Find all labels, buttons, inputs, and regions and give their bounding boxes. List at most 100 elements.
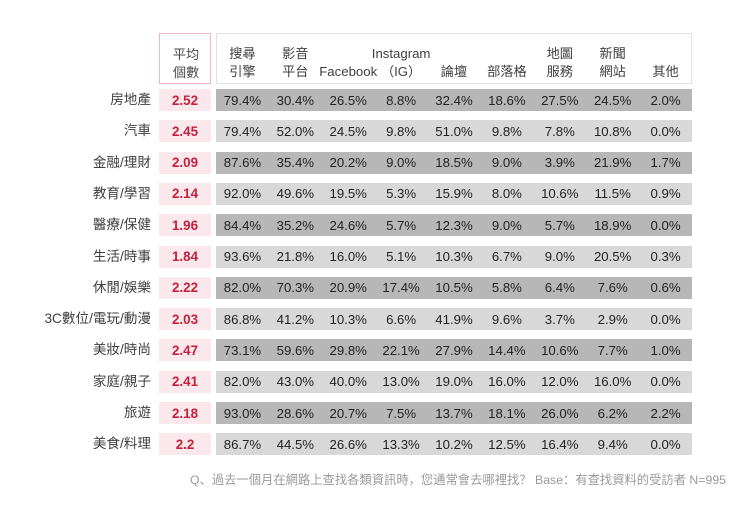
data-cell: 17.4% xyxy=(382,280,420,296)
column-header-7-line2: 服務 xyxy=(546,64,573,79)
data-cell: 5.3% xyxy=(386,186,417,202)
column-header-4-line2: （IG） xyxy=(380,64,422,79)
average-cell: 2.2 xyxy=(159,433,211,456)
table-row: 93.0% 28.6% 20.7% 7.5% 13.7% 18.1% 26.0% 6.2% 2.… xyxy=(216,402,692,424)
data-cell: 24.5% xyxy=(593,92,632,108)
row-label: 美妝/時尚 xyxy=(92,342,151,358)
table-row: 92.0% 49.6% 19.5% 5.3% 15.9% 8.0% 10.6% 11.5% 0.… xyxy=(216,182,692,205)
data-cell: 24.6% xyxy=(329,217,367,233)
data-cell: 49.6% xyxy=(276,186,315,202)
data-cell: 2.2% xyxy=(650,405,681,421)
data-cell: 20.7% xyxy=(329,405,367,421)
data-columns-header-box xyxy=(216,33,692,84)
data-cell: 1.0% xyxy=(650,342,681,358)
table-row: 87.6% 35.4% 20.2% 9.0% 18.5% 9.0% 3.9% 21.9% 1.7… xyxy=(216,151,692,174)
data-cell: 10.3% xyxy=(435,249,473,264)
data-cell: 13.0% xyxy=(382,374,420,390)
row-label: 3C數位/電玩/動漫 xyxy=(44,311,152,327)
column-header-2: 影音 平台 xyxy=(269,33,322,84)
table-row: 84.4% 35.2% 24.6% 5.7% 12.3% 9.0% 5.7% 18.9% 0.0… xyxy=(216,214,692,237)
data-cell: 20.9% xyxy=(329,280,367,296)
data-cell: 8.8% xyxy=(386,92,417,108)
footer-note: Q、過去一個月在網路上查找各類資訊時，您通常會去哪裡找？ Base：有查找資料的… xyxy=(190,473,726,487)
data-cell: 9.0% xyxy=(491,217,522,233)
table-row: 73.1% 59.6% 29.8% 22.1% 27.9% 14.4% 10.6% 7.7% 1… xyxy=(216,339,692,362)
column-header-9-line2: 其他 xyxy=(652,64,679,79)
data-cell: 27.5% xyxy=(541,92,579,108)
data-cell: 16.0% xyxy=(593,374,632,390)
column-header-1-line2: 引擎 xyxy=(229,64,256,79)
row-label: 醫療/保健 xyxy=(92,217,151,233)
row-label: 美食/料理 xyxy=(92,436,151,452)
data-cell: 29.8% xyxy=(329,342,367,358)
table-row: 86.7% 44.5% 26.6% 13.3% 10.2% 12.5% 16.4% 9.4% 0… xyxy=(216,433,692,456)
data-cell: 59.6% xyxy=(276,342,315,358)
data-cell: 0.0% xyxy=(650,217,681,233)
data-cell: 12.3% xyxy=(435,217,473,233)
data-cell: 10.2% xyxy=(435,436,473,452)
data-cell: 35.2% xyxy=(276,217,315,233)
data-cell: 22.1% xyxy=(382,342,420,358)
data-cell: 15.9% xyxy=(435,186,473,202)
data-cell: 0.0% xyxy=(650,123,681,139)
data-cell: 9.0% xyxy=(491,155,522,171)
column-header-average-line2: 個數 xyxy=(172,65,200,80)
data-cell: 27.9% xyxy=(435,342,473,358)
data-cell: 3.7% xyxy=(544,311,575,327)
data-cell: 10.6% xyxy=(541,186,579,202)
data-cell: 12.0% xyxy=(541,374,579,390)
data-cell: 26.0% xyxy=(541,405,579,421)
data-cell: 26.6% xyxy=(329,436,367,452)
data-cell: 5.8% xyxy=(491,280,522,296)
average-cell: 2.45 xyxy=(159,120,211,143)
column-header-9: 其他 xyxy=(639,33,692,84)
data-cell: 44.5% xyxy=(276,436,315,452)
data-cell: 16.0% xyxy=(488,374,526,390)
data-cell: 13.7% xyxy=(435,405,473,421)
row-label: 教育/學習 xyxy=(92,185,151,201)
data-cell: 86.7% xyxy=(223,436,262,452)
data-cell: 73.1% xyxy=(223,342,262,358)
row-label: 汽車 xyxy=(123,123,151,139)
column-header-8: 新聞 網站 xyxy=(586,33,639,84)
data-cell: 10.3% xyxy=(329,311,367,327)
average-cell: 2.52 xyxy=(159,89,211,111)
data-cell: 52.0% xyxy=(276,123,315,139)
data-cell: 2.9% xyxy=(597,311,628,327)
column-header-8-line2: 網站 xyxy=(599,64,626,79)
data-cell: 87.6% xyxy=(223,155,262,171)
data-cell: 5.7% xyxy=(386,217,417,233)
data-cell: 6.2% xyxy=(597,405,628,421)
data-cell: 26.5% xyxy=(329,92,367,108)
data-cell: 93.6% xyxy=(223,249,262,264)
data-cell: 9.8% xyxy=(386,123,417,139)
data-cell: 43.0% xyxy=(276,374,315,390)
table-row: 79.4% 52.0% 24.5% 9.8% 51.0% 9.8% 7.8% 10.8% 0.0… xyxy=(216,120,692,143)
data-cell: 79.4% xyxy=(223,123,262,139)
data-cell: 13.3% xyxy=(382,436,420,452)
row-label: 休閒/娛樂 xyxy=(92,279,151,295)
average-cell: 2.18 xyxy=(159,402,211,424)
column-header-average-line1: 平均 xyxy=(172,47,200,62)
data-cell: 5.7% xyxy=(544,217,575,233)
data-cell: 18.6% xyxy=(488,92,526,108)
table-row: 86.8% 41.2% 10.3% 6.6% 41.9% 9.6% 3.7% 2.9% 0.0% xyxy=(216,308,692,331)
row-label: 家庭/親子 xyxy=(92,373,151,389)
column-header-5: 論壇 xyxy=(428,33,481,84)
column-header-2-line2: 平台 xyxy=(282,64,309,79)
column-header-1: 搜尋 引擎 xyxy=(216,33,269,84)
data-cell: 21.9% xyxy=(593,155,632,171)
data-cell: 82.0% xyxy=(223,374,262,390)
data-cell: 7.7% xyxy=(597,342,628,358)
table-row: 93.6% 21.8% 16.0% 5.1% 10.3% 6.7% 9.0% 20.5% 0.3… xyxy=(216,245,692,268)
data-cell: 0.9% xyxy=(650,186,681,202)
data-cell: 0.0% xyxy=(650,374,681,390)
data-cell: 6.6% xyxy=(386,311,417,327)
average-cell: 1.96 xyxy=(159,214,211,237)
data-cell: 84.4% xyxy=(223,217,262,233)
data-cell: 93.0% xyxy=(223,405,262,421)
average-cell: 2.03 xyxy=(159,308,211,331)
data-cell: 20.2% xyxy=(329,155,367,171)
data-cell: 30.4% xyxy=(276,92,315,108)
data-cell: 19.0% xyxy=(435,374,473,390)
